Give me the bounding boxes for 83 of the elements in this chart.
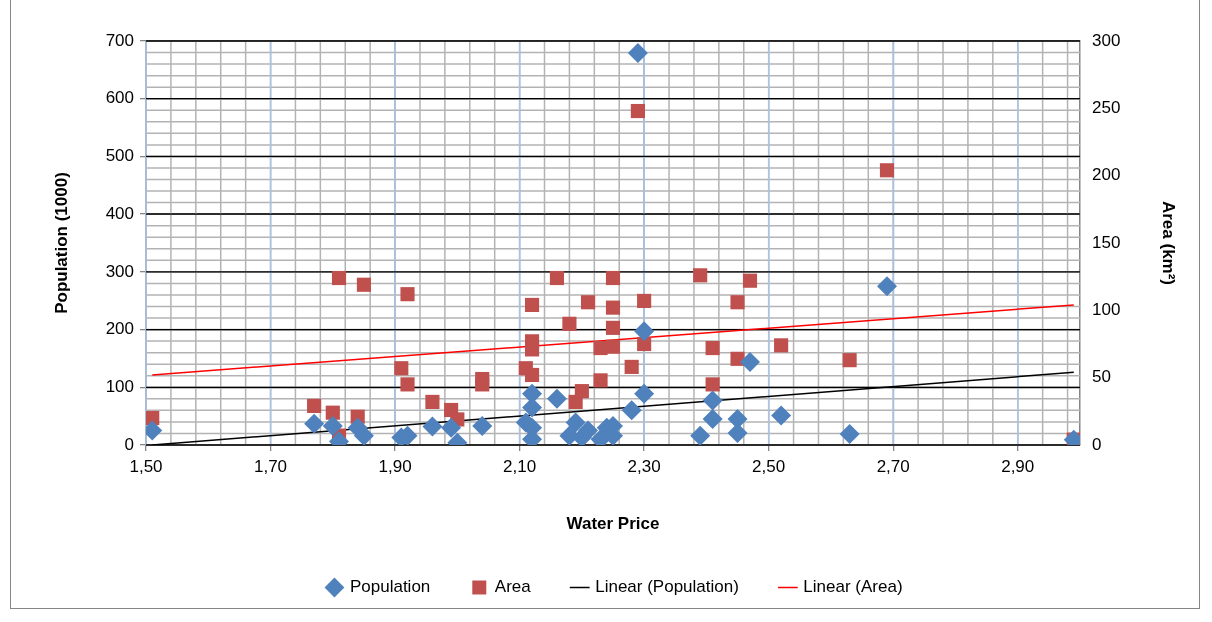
point [524, 367, 540, 383]
point [637, 293, 652, 308]
point [605, 339, 621, 354]
point [475, 377, 490, 392]
legend-label: Linear (Population) [595, 577, 739, 597]
y-tick-label: 100 [105, 376, 134, 396]
point [634, 383, 655, 404]
point [441, 417, 462, 438]
y2-tick-label: 300 [1092, 30, 1121, 50]
point [630, 103, 645, 119]
y2-tick-label: 50 [1092, 367, 1111, 387]
x-tick-label: 2,70 [876, 456, 910, 476]
y-tick-label: 200 [105, 319, 134, 339]
point [702, 390, 723, 411]
y-tick-label: 0 [124, 434, 134, 454]
y2-tick-label: 250 [1092, 98, 1121, 118]
point [693, 268, 708, 283]
x-tick-label: 1,50 [129, 456, 163, 476]
point [394, 361, 409, 376]
y2-tick-label: 200 [1092, 165, 1121, 185]
point [578, 420, 599, 441]
point [739, 351, 760, 372]
point [400, 377, 415, 392]
x-tick-label: 1,70 [253, 456, 288, 476]
y-tick-label: 500 [105, 146, 134, 166]
point [842, 353, 857, 368]
point [605, 320, 621, 335]
point [331, 270, 347, 286]
point [522, 397, 543, 418]
point [325, 405, 340, 420]
point [322, 415, 343, 436]
point [581, 295, 596, 310]
point [705, 377, 720, 392]
point [546, 388, 567, 409]
point [605, 300, 621, 315]
point [356, 277, 371, 292]
y-tick-label: 700 [105, 30, 134, 50]
point [634, 321, 655, 342]
x-tick-label: 2,50 [752, 456, 786, 476]
point [705, 340, 720, 356]
x-tick-label: 1,90 [378, 456, 412, 476]
point [742, 273, 758, 288]
point [422, 416, 443, 437]
x-tick-label: 2,30 [627, 456, 661, 476]
point [593, 373, 608, 388]
y-axis-title: Population (1000) [51, 172, 71, 314]
point [562, 316, 577, 331]
point [774, 338, 789, 353]
legend-label: Area [494, 577, 532, 597]
x-tick-label: 2,10 [503, 456, 537, 476]
y-tick-label: 600 [105, 88, 134, 108]
point [730, 295, 745, 310]
point [353, 425, 374, 445]
legend-label: Linear (Area) [803, 577, 903, 597]
point [524, 342, 540, 357]
y2-tick-label: 150 [1092, 232, 1121, 252]
point [771, 405, 792, 426]
point [304, 413, 325, 434]
point [605, 270, 621, 286]
point [627, 43, 648, 64]
point [524, 297, 540, 313]
point [307, 398, 322, 414]
point [702, 409, 723, 430]
legend-label: Population [349, 577, 431, 597]
point [472, 415, 493, 436]
point [425, 394, 440, 409]
point [549, 270, 565, 286]
point [400, 287, 415, 302]
y2-tick-label: 0 [1092, 434, 1102, 454]
point [565, 412, 586, 433]
x-axis-title: Water Price [566, 514, 660, 534]
y-tick-label: 400 [105, 203, 134, 223]
point [690, 425, 711, 445]
point [876, 276, 897, 297]
point [624, 359, 639, 374]
y-tick-label: 300 [105, 261, 134, 281]
point [839, 424, 860, 445]
y2-tick-label: 100 [1092, 300, 1121, 320]
point [574, 384, 589, 399]
point [879, 163, 895, 178]
x-tick-label: 2,90 [1001, 456, 1035, 476]
y2-axis-title: Area (km²) [1159, 200, 1179, 286]
point [621, 400, 642, 421]
